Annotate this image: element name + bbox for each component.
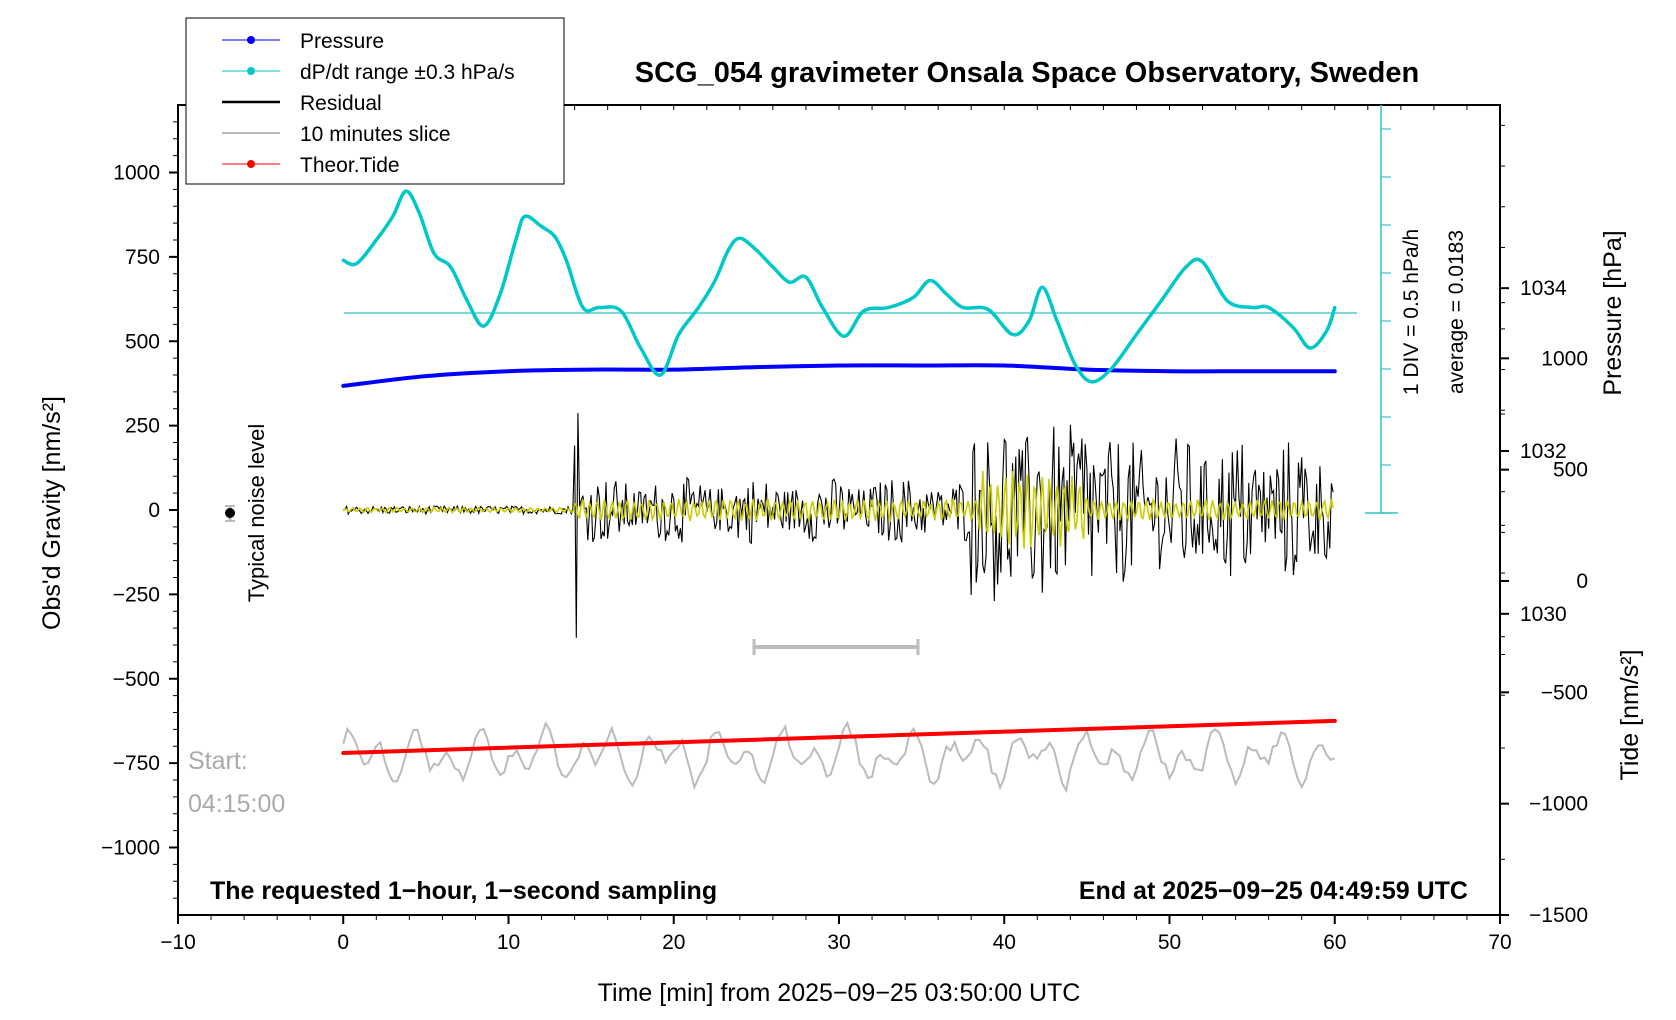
- tide-tick-label: 1000: [1541, 347, 1588, 370]
- bottom-left-note: The requested 1−hour, 1−second sampling: [210, 877, 717, 905]
- tide-tick-label: 0: [1576, 570, 1588, 593]
- start-label: Start:: [188, 747, 248, 775]
- bottom-right-note: End at 2025−09−25 04:49:59 UTC: [1079, 877, 1468, 905]
- x-tick-label: 50: [1158, 931, 1181, 954]
- legend-label: dP/dt range ±0.3 hPa/s: [300, 61, 515, 84]
- y-tick-label: −750: [113, 752, 160, 775]
- x-axis-label: Time [min] from 2025−09−25 03:50:00 UTC: [598, 979, 1081, 1007]
- residual-filtered-line: [342, 470, 1334, 549]
- pressure-axis-label: Pressure [hPa]: [1599, 230, 1627, 395]
- average-label: average = 0.0183: [1445, 230, 1468, 394]
- tide-tick-label: −1000: [1529, 793, 1588, 816]
- tide-series-line: [341, 718, 1337, 755]
- x-tick-label: 30: [827, 931, 850, 954]
- x-tick-label: −10: [160, 931, 196, 954]
- tide-axis-label: Tide [nm/s²]: [1616, 649, 1644, 780]
- x-tick-label: 0: [337, 931, 349, 954]
- slice-bar: [752, 639, 920, 655]
- legend-marker: [247, 67, 255, 75]
- pressure-tick-label: 1034: [1520, 277, 1567, 300]
- legend-label: Residual: [300, 92, 382, 115]
- y-tick-label: 250: [125, 415, 160, 438]
- x-tick-label: 40: [993, 931, 1016, 954]
- legend-label: 10 minutes slice: [300, 123, 451, 146]
- legend-marker: [247, 160, 255, 168]
- start-time: 04:15:00: [188, 790, 285, 818]
- y-tick-label: −250: [113, 583, 160, 606]
- tide-tick-label: 500: [1553, 459, 1588, 482]
- y-tick-label: 0: [148, 499, 160, 522]
- noise-label: Typical noise level: [244, 424, 269, 603]
- y-tick-label: −1000: [101, 837, 160, 860]
- x-tick-label: 10: [497, 931, 520, 954]
- tide-tick-label: −1500: [1529, 904, 1588, 927]
- legend-marker: [247, 36, 255, 44]
- x-tick-label: 20: [662, 931, 685, 954]
- legend-label: Pressure: [300, 30, 384, 53]
- y-tick-label: −500: [113, 668, 160, 691]
- y-tick-label: 750: [125, 246, 160, 269]
- tide-tick-label: −500: [1541, 681, 1588, 704]
- x-tick-label: 70: [1488, 931, 1511, 954]
- y-tick-label: 500: [125, 330, 160, 353]
- residual-series-line: [343, 412, 1334, 638]
- dpdt-series-line: [341, 189, 1337, 384]
- chart-title: SCG_054 gravimeter Onsala Space Observat…: [635, 57, 1419, 89]
- slice-series-line: [342, 720, 1336, 794]
- noise-point: [225, 508, 235, 518]
- legend: Pressure dP/dt range ±0.3 hPa/s Residual 10…: [185, 17, 565, 185]
- y-axis-label: Obs'd Gravity [nm/s²]: [38, 396, 66, 630]
- y-tick-label: 1000: [113, 162, 160, 185]
- legend-label: Theor.Tide: [300, 154, 400, 177]
- pressure-tick-label: 1030: [1520, 603, 1567, 626]
- pressure-series-line: [341, 363, 1337, 388]
- div-label: 1 DIV = 0.5 hPa/h: [1400, 229, 1423, 395]
- x-tick-label: 60: [1323, 931, 1346, 954]
- pressure-tick-label: 1032: [1520, 440, 1567, 463]
